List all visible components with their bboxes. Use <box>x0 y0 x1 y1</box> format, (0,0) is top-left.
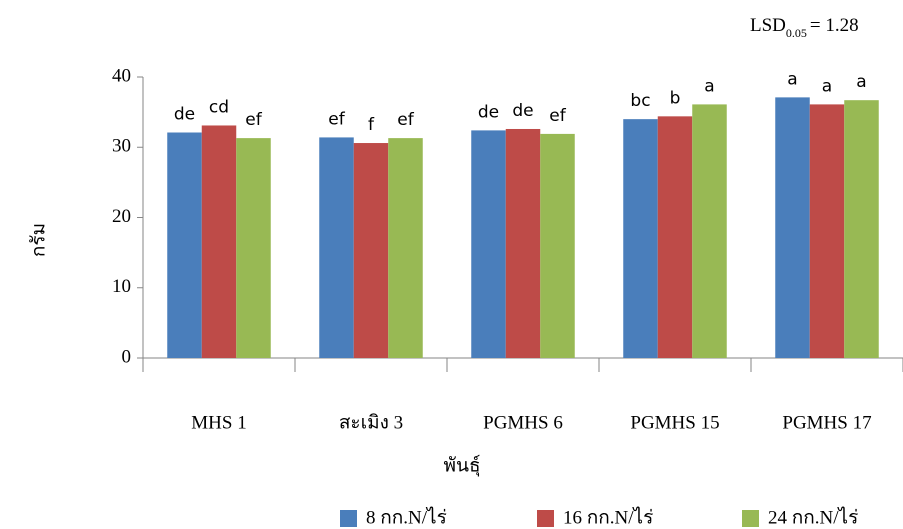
bar <box>540 134 575 358</box>
bar <box>471 130 506 358</box>
bar <box>202 125 237 358</box>
bar-letter-label: ef <box>397 110 414 130</box>
bar-letter-label: b <box>670 88 681 108</box>
bar <box>506 129 541 358</box>
bar-letter-label: a <box>856 72 866 92</box>
legend-label: 24 กก.N/ไร่ <box>768 506 858 528</box>
x-axis-label: พันธุ์ <box>443 454 480 477</box>
bar <box>810 104 845 358</box>
bar-letter-label: ef <box>549 106 566 126</box>
legend-swatch <box>537 510 554 527</box>
bar-letter-label: de <box>174 104 195 124</box>
lsd-annotation: LSD0.05= 1.28 <box>750 15 859 39</box>
lsd-rest: = 1.28 <box>810 15 859 36</box>
bar <box>319 137 354 358</box>
bar-letter-label: ef <box>328 109 345 129</box>
bar <box>388 138 423 358</box>
bar-letter-label: cd <box>209 97 229 117</box>
bar-letter-label: a <box>787 69 797 89</box>
legend-label: 16 กก.N/ไร่ <box>563 506 653 528</box>
x-tick-label: PGMHS 6 <box>483 412 563 433</box>
legend-swatch <box>742 510 759 527</box>
legend-label: 8 กก.N/ไร่ <box>366 506 447 528</box>
bar-letter-label: de <box>512 101 533 121</box>
bar <box>844 100 879 358</box>
bar-letter-label: ef <box>245 110 262 130</box>
bar <box>354 143 389 358</box>
bar-letter-label: f <box>368 115 375 135</box>
bar <box>692 104 727 358</box>
bar <box>623 119 658 358</box>
lsd-sub: 0.05 <box>786 26 807 40</box>
bar-letter-label: bc <box>630 91 650 111</box>
y-tick-label: 10 <box>112 276 131 297</box>
x-tick-label: PGMHS 15 <box>630 412 719 433</box>
lsd-main: LSD <box>750 15 786 36</box>
y-tick-label: 0 <box>122 346 132 367</box>
bar <box>167 132 202 358</box>
bar-letter-label: a <box>822 76 832 96</box>
y-tick-label: 40 <box>112 65 131 86</box>
x-tick-label: สะเมิง 3 <box>339 412 403 433</box>
bar-letter-label: de <box>478 102 499 122</box>
y-axis-label: กรัม <box>28 223 49 257</box>
x-tick-label: PGMHS 17 <box>782 412 871 433</box>
y-tick-label: 30 <box>112 136 131 157</box>
legend-swatch <box>340 510 357 527</box>
y-tick-label: 20 <box>112 206 131 227</box>
x-tick-label: MHS 1 <box>191 412 246 433</box>
bar <box>775 97 810 358</box>
chart: LSD0.05= 1.28 กรัม พันธุ์ 0 10 20 30 40 MHS 1… <box>0 0 903 529</box>
bar <box>236 138 271 358</box>
bar <box>658 116 693 358</box>
bar-letter-label: a <box>704 76 714 96</box>
